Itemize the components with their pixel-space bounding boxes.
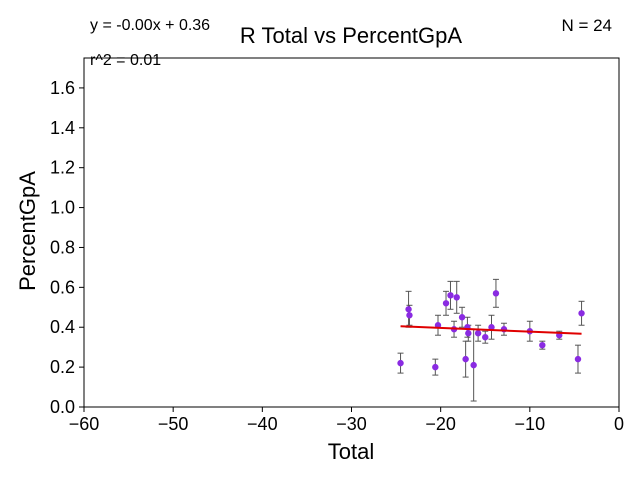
y-tick-label: 1.4: [50, 118, 75, 138]
data-point: [442, 300, 450, 307]
plot-area: −60 −50 −40 −30 −20 −10 0 0.0 0.2 0.4 0.6 0.8 1.0 1.2…: [50, 57, 624, 434]
regression-equation: y = -0.00x + 0.36: [90, 17, 210, 34]
data-point: [578, 310, 585, 317]
x-tick-label: −40: [247, 414, 278, 434]
r-squared-label: r^2 = 0.01: [90, 52, 161, 69]
data-point: [406, 312, 413, 319]
data-point: [453, 294, 460, 301]
y-tick-label: 0.0: [50, 397, 75, 417]
x-tick-label: −10: [515, 414, 546, 434]
plot-frame: [83, 57, 620, 408]
y-tick-label: 0.2: [50, 357, 75, 377]
data-point: [488, 324, 495, 331]
y-tick-label: 1.2: [50, 158, 75, 178]
y-tick-label: 0.8: [50, 237, 75, 257]
x-tick-label: 0: [614, 414, 624, 434]
data-point: [574, 355, 582, 363]
x-tick-label: −20: [425, 414, 456, 434]
y-tick-label: 0.6: [50, 277, 75, 297]
data-point: [462, 355, 469, 363]
x-tick-label: −30: [336, 414, 367, 434]
x-axis-label: Total: [328, 439, 374, 464]
data-point: [474, 330, 482, 337]
data-point: [432, 363, 439, 371]
x-tick-label: −60: [69, 414, 100, 434]
data-point: [458, 314, 466, 321]
y-tick-label: 1.0: [50, 198, 75, 218]
x-tick-label: −50: [158, 414, 189, 434]
y-tick-label: 0.4: [50, 317, 75, 337]
data-point: [482, 334, 489, 341]
data-point: [465, 330, 472, 337]
regression-line: [400, 325, 582, 335]
y-tick-label: 1.6: [50, 78, 75, 98]
chart-title: R Total vs PercentGpA: [240, 23, 462, 48]
data-point: [405, 306, 412, 313]
y-axis-label: PercentGpA: [15, 171, 40, 291]
data-point: [470, 361, 477, 369]
data-point: [447, 292, 454, 299]
data-point: [492, 290, 500, 297]
sample-size-label: N = 24: [561, 16, 612, 35]
data-point: [539, 341, 546, 349]
data-point: [397, 359, 404, 367]
